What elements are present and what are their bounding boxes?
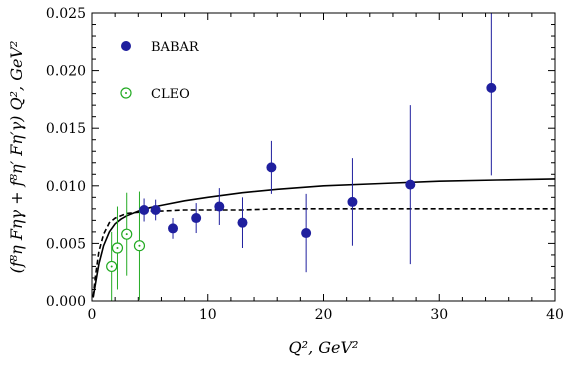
babar-point: [301, 228, 312, 239]
error-bars: [111, 13, 492, 301]
babar-point: [150, 204, 161, 215]
babar-point: [266, 162, 277, 173]
theory-curves: [92, 178, 556, 298]
x-tick-label: 20: [315, 307, 333, 323]
cleo-point-dot: [125, 233, 128, 236]
babar-point: [191, 213, 202, 224]
tick-labels: 0 10 20 30 40 0.000 0.005 0.010 0.015 0.020 0.025: [46, 6, 564, 323]
dashed-curve: [92, 208, 555, 297]
legend-marker-cleo-dot: [125, 92, 127, 94]
data-points: [106, 82, 497, 273]
x-tick-label: 40: [546, 307, 564, 323]
y-tick-label: 0.005: [46, 236, 86, 252]
babar-point: [486, 82, 497, 93]
y-tick-label: 0.020: [46, 64, 86, 80]
babar-point: [405, 179, 416, 190]
x-tick-label: 30: [430, 307, 448, 323]
y-tick-label: 0.010: [46, 179, 86, 195]
cleo-point-dot: [110, 265, 113, 268]
legend-label: CLEO: [151, 87, 190, 102]
x-axis-title: Q², GeV²: [289, 338, 359, 357]
legend-marker-babar: [121, 41, 131, 51]
y-tick-label: 0.000: [46, 294, 86, 310]
y-axis-title: (f⁸η Fηγ + f⁸η′ Fη′γ) Q², GeV²: [7, 41, 26, 274]
babar-point: [237, 217, 248, 228]
solid-curve: [92, 178, 556, 298]
babar-point: [347, 196, 358, 207]
plot-frame: [91, 12, 556, 302]
y-tick-label: 0.015: [46, 121, 86, 137]
legend: BABAR CLEO: [120, 40, 200, 102]
babar-point: [168, 223, 179, 234]
x-tick-label: 10: [199, 307, 217, 323]
babar-point: [139, 204, 150, 215]
legend-label: BABAR: [151, 40, 200, 55]
y-tick-label: 0.025: [46, 6, 86, 22]
cleo-point-dot: [138, 244, 141, 247]
babar-point: [214, 201, 225, 212]
axis-ticks: [91, 12, 556, 302]
cleo-point-dot: [116, 247, 119, 250]
x-tick-label: 0: [88, 307, 97, 323]
